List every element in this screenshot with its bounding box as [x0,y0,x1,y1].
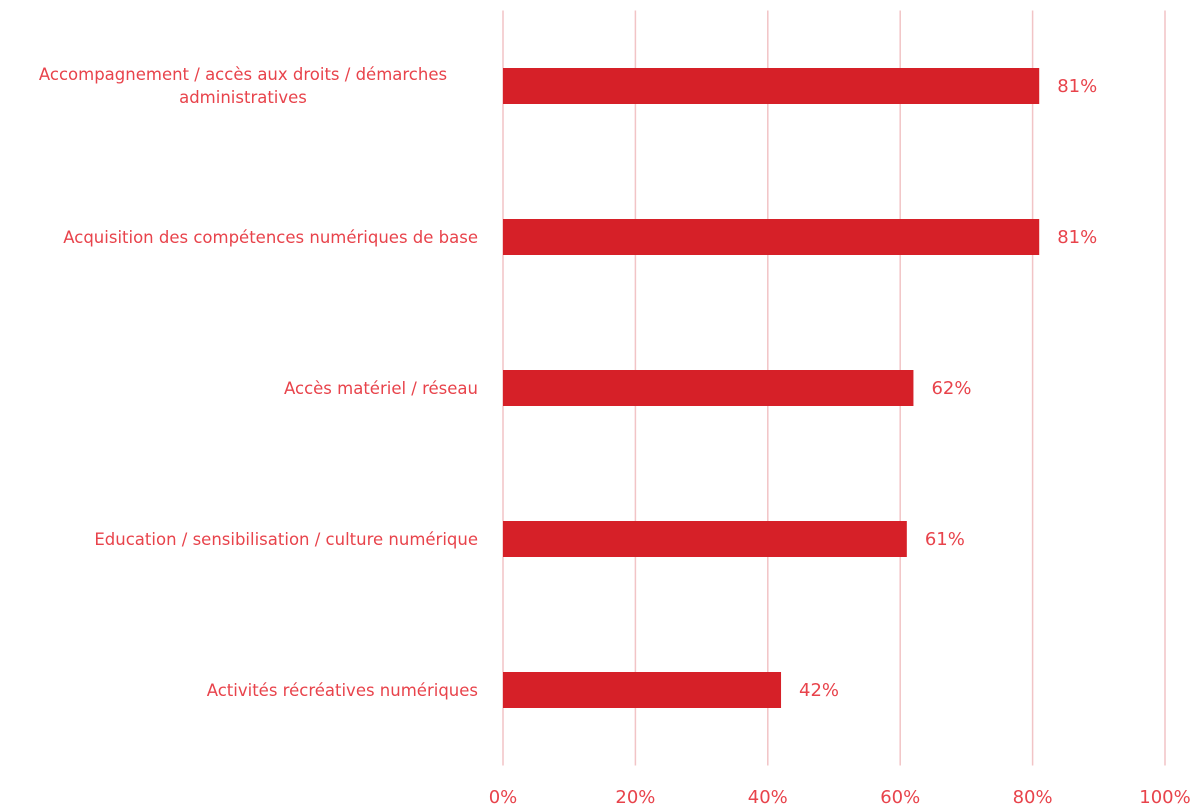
value-label: 81% [1057,227,1097,248]
x-tick-label: 40% [748,787,788,808]
value-label: 81% [1057,76,1097,97]
bar [503,68,1040,104]
x-tick-label: 100% [1139,787,1190,808]
y-tick-label: Acquisition des compétences numériques d… [63,227,478,247]
x-tick-label: 0% [489,787,518,808]
category-label-box: Education / sensibilisation / culture nu… [0,499,478,579]
value-label: 61% [925,529,965,550]
category-label-box: Accès matériel / réseau [0,348,478,428]
y-tick-label: Accès matériel / réseau [284,378,478,398]
y-tick-label: Education / sensibilisation / culture nu… [94,529,478,549]
x-tick-label: 60% [880,787,920,808]
x-tick-label: 80% [1013,787,1053,808]
bar [503,219,1040,255]
bar [503,370,914,406]
category-label-box: Acquisition des compétences numériques d… [0,197,478,277]
bar [503,672,782,708]
y-tick-label: Activités récréatives numériques [206,680,478,700]
x-tick-label: 20% [615,787,655,808]
value-label: 42% [799,680,839,701]
category-label-box: Accompagnement / accès aux droits / déma… [0,46,478,126]
bar [503,521,907,557]
value-label: 62% [931,378,971,399]
category-label-box: Activités récréatives numériques [0,650,478,730]
y-tick-label: Accompagnement / accès aux droits / déma… [38,65,448,107]
